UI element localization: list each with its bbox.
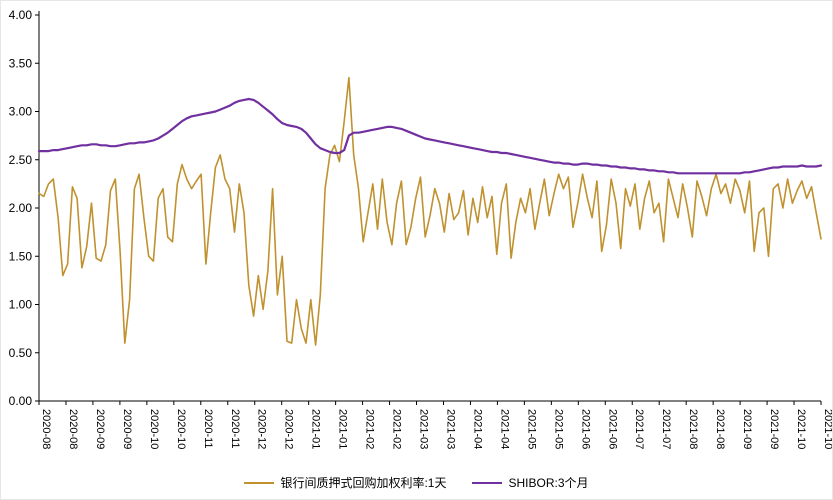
svg-text:2020-11: 2020-11 — [229, 409, 241, 449]
svg-text:2020-08: 2020-08 — [40, 409, 52, 449]
svg-text:2021-01: 2021-01 — [310, 409, 322, 449]
svg-text:3.50: 3.50 — [9, 56, 33, 70]
legend-label-repo-rate: 银行间质押式回购加权利率:1天 — [280, 476, 447, 490]
svg-text:2020-09: 2020-09 — [94, 409, 106, 449]
svg-text:2021-09: 2021-09 — [741, 409, 753, 449]
svg-text:0.50: 0.50 — [9, 346, 33, 360]
svg-text:4.00: 4.00 — [9, 8, 33, 22]
svg-text:2021-10: 2021-10 — [795, 409, 807, 449]
svg-text:2021-02: 2021-02 — [364, 409, 376, 449]
svg-text:2021-05: 2021-05 — [552, 409, 564, 449]
svg-text:2021-04: 2021-04 — [471, 409, 483, 449]
legend-label-shibor: SHIBOR:3个月 — [508, 476, 589, 490]
svg-text:2.00: 2.00 — [9, 201, 33, 215]
shibor-line-swatch — [472, 481, 503, 484]
svg-text:2021-06: 2021-06 — [606, 409, 618, 449]
svg-text:2021-10: 2021-10 — [822, 409, 833, 449]
svg-text:2020-11: 2020-11 — [202, 409, 214, 449]
svg-text:2021-05: 2021-05 — [525, 409, 537, 449]
svg-text:2021-09: 2021-09 — [768, 409, 780, 449]
svg-text:2021-02: 2021-02 — [391, 409, 403, 449]
svg-text:2021-04: 2021-04 — [498, 409, 510, 449]
repo-rate-line-swatch — [244, 481, 275, 484]
svg-text:2020-12: 2020-12 — [256, 409, 268, 449]
svg-text:2021-07: 2021-07 — [633, 409, 645, 449]
svg-text:2020-12: 2020-12 — [283, 409, 295, 449]
svg-text:2020-09: 2020-09 — [121, 409, 133, 449]
svg-text:1.50: 1.50 — [9, 249, 33, 263]
svg-text:1.00: 1.00 — [9, 298, 33, 312]
svg-text:2021-03: 2021-03 — [418, 409, 430, 449]
svg-text:2020-10: 2020-10 — [175, 409, 187, 449]
svg-text:2020-10: 2020-10 — [148, 409, 160, 449]
svg-text:0.00: 0.00 — [9, 394, 33, 408]
svg-text:2021-08: 2021-08 — [687, 409, 699, 449]
svg-text:2021-03: 2021-03 — [444, 409, 456, 449]
svg-text:2021-08: 2021-08 — [714, 409, 726, 449]
svg-text:2021-01: 2021-01 — [337, 409, 349, 449]
legend: 银行间质押式回购加权利率:1天 SHIBOR:3个月 — [1, 474, 832, 491]
svg-text:2021-06: 2021-06 — [579, 409, 591, 449]
legend-item-repo-rate: 银行间质押式回购加权利率:1天 — [244, 474, 446, 491]
svg-text:2021-07: 2021-07 — [660, 409, 672, 449]
svg-text:2020-08: 2020-08 — [67, 409, 79, 449]
svg-text:3.00: 3.00 — [9, 105, 33, 119]
legend-item-shibor: SHIBOR:3个月 — [472, 474, 589, 491]
svg-text:2.50: 2.50 — [9, 153, 33, 167]
